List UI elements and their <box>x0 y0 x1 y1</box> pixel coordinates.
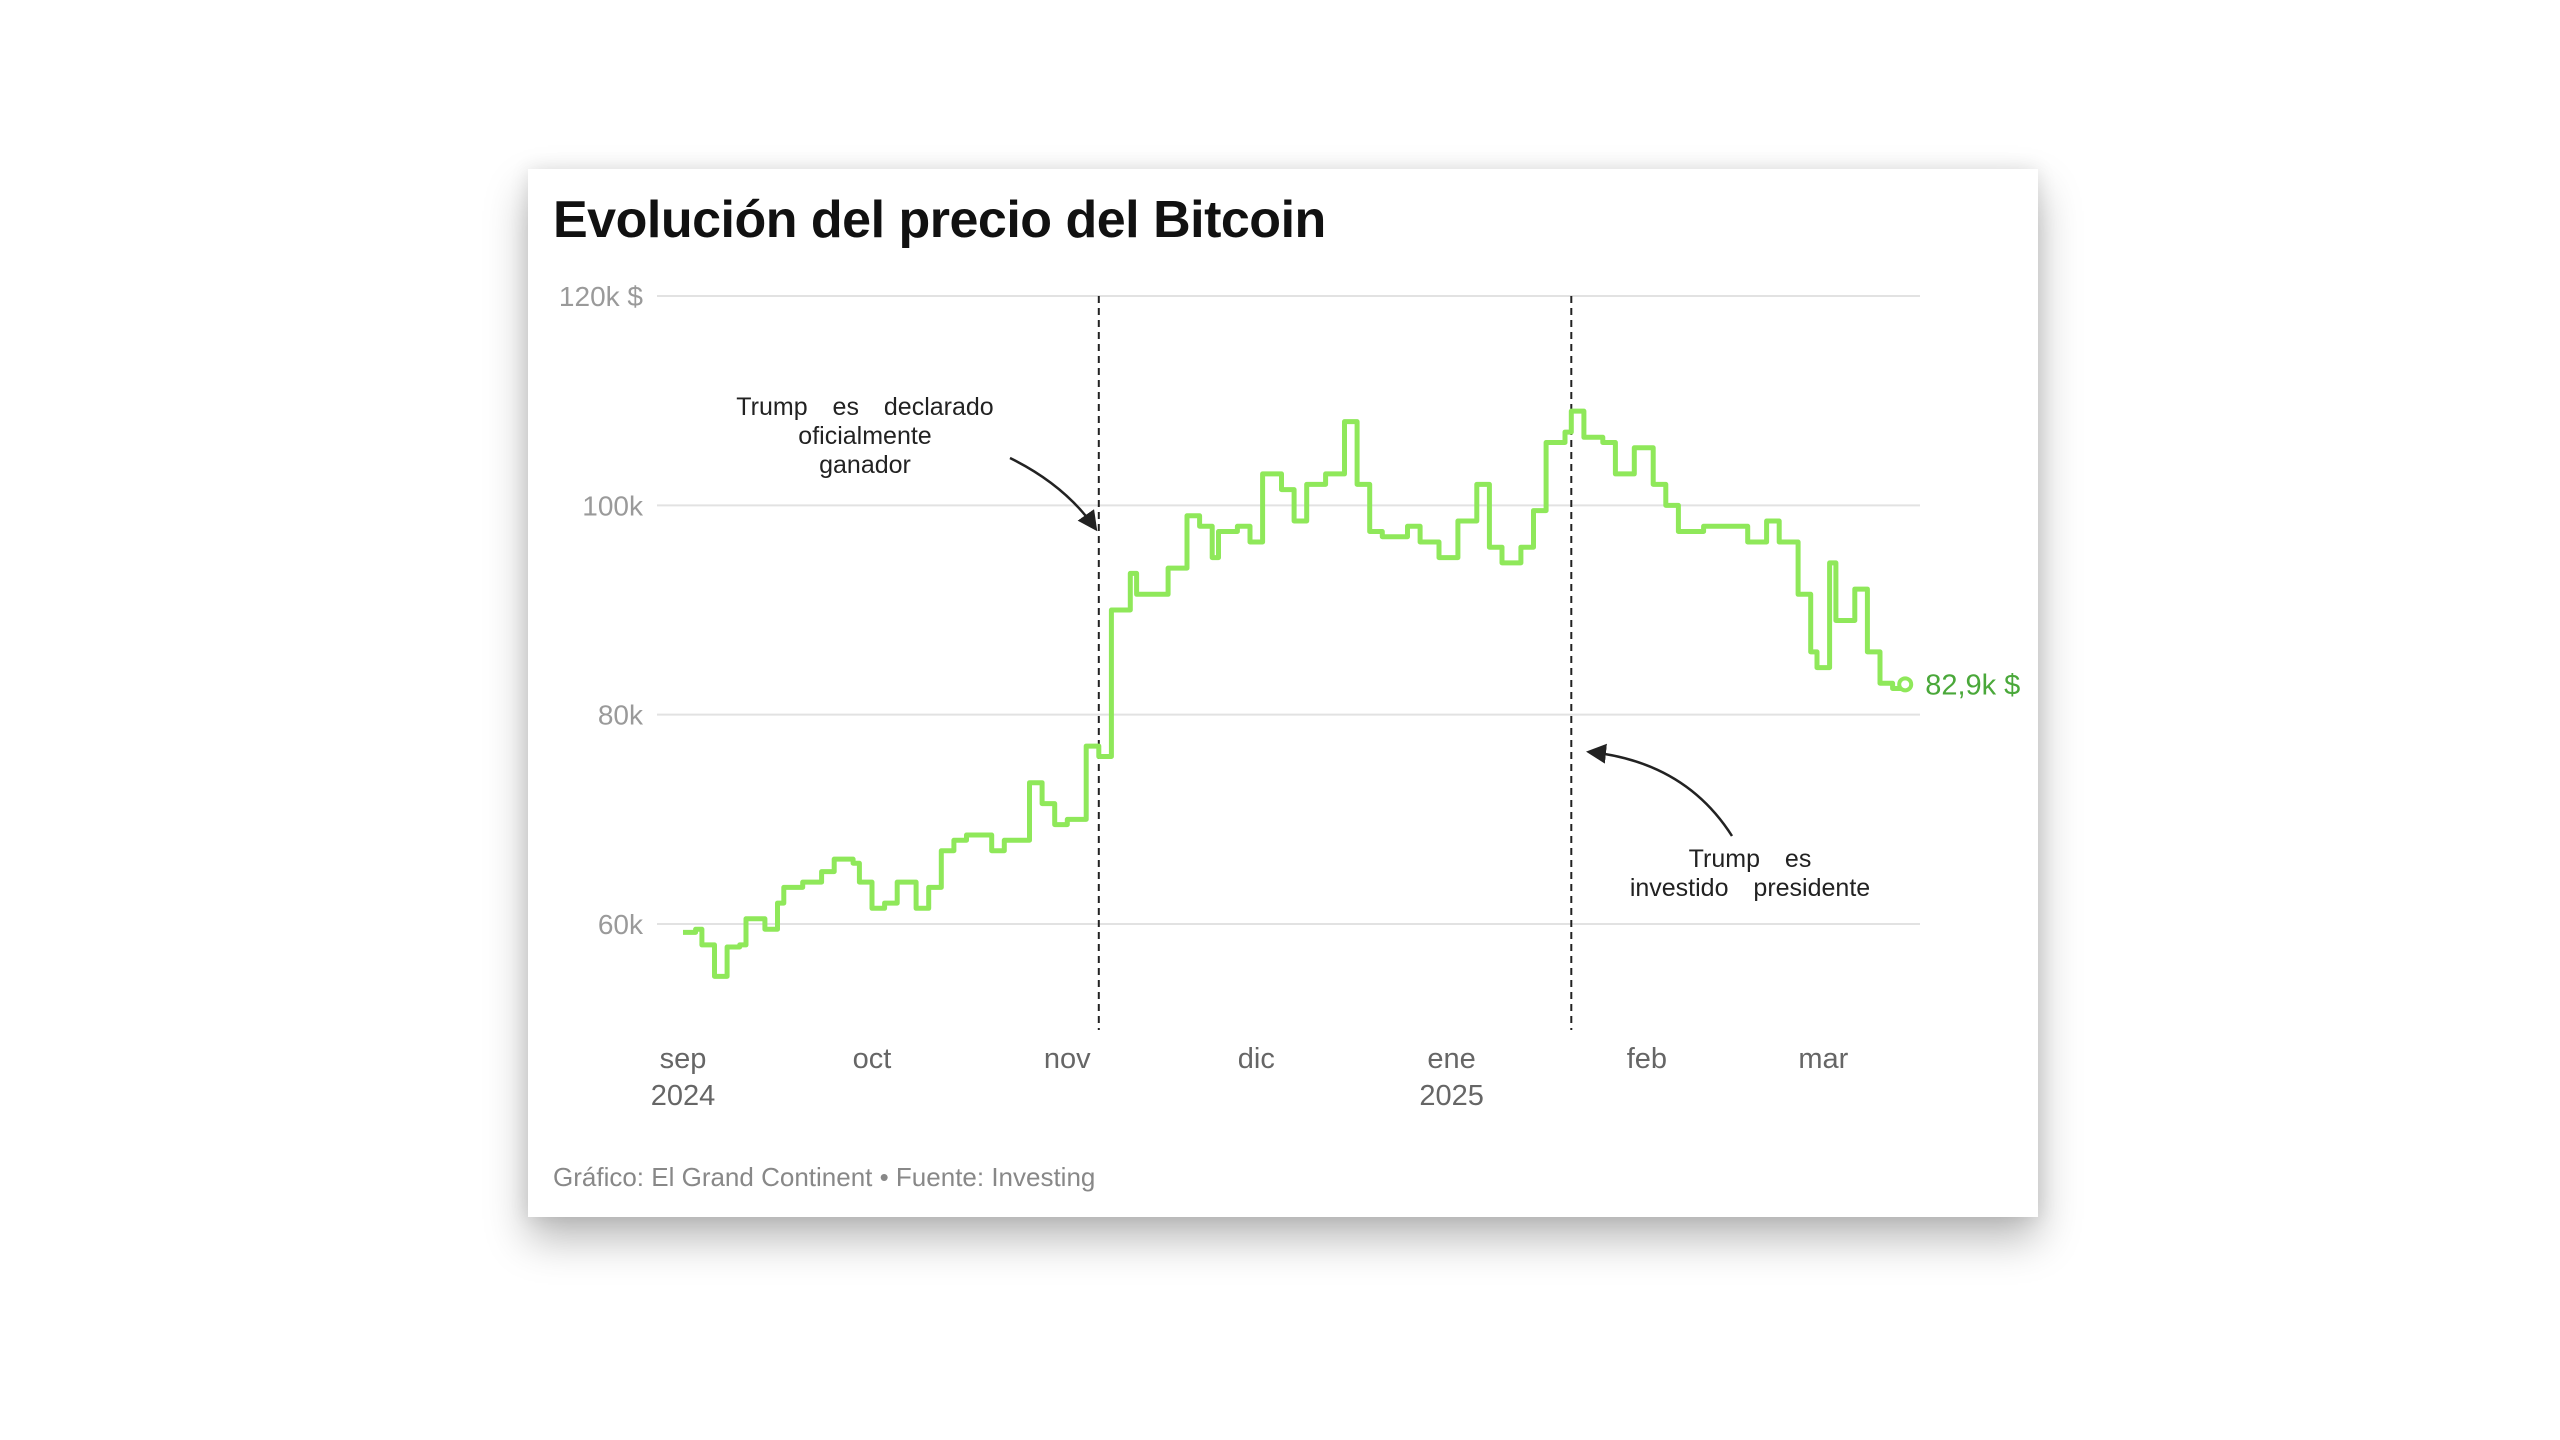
x-tick-label: feb <box>1627 1043 1667 1075</box>
x-tick-label: sep <box>660 1043 707 1075</box>
annotation-text: ganador <box>819 451 911 479</box>
x-tick-label: dic <box>1238 1043 1275 1075</box>
annotation-text: oficialmente <box>798 422 931 450</box>
annotation-arrow <box>1009 456 1098 532</box>
y-tick-label: 60k <box>598 909 644 940</box>
x-tick-year: 2025 <box>1419 1080 1484 1112</box>
end-point-marker <box>1897 676 1914 693</box>
y-tick-label: 80k <box>598 700 644 731</box>
annotation-text: Trump es <box>1689 845 1812 873</box>
y-tick-label: 120k $ <box>559 281 643 312</box>
x-tick-year: 2024 <box>651 1080 716 1112</box>
chart-source: Gráfico: El Grand Continent • Fuente: In… <box>553 1162 1096 1192</box>
annotation-arrow <box>1586 743 1734 837</box>
price-line <box>683 408 1908 979</box>
y-tick-label: 100k <box>582 490 644 521</box>
x-tick-label: mar <box>1798 1043 1848 1075</box>
annotation-text: investido presidente <box>1630 874 1870 902</box>
chart-title: Evolución del precio del Bitcoin <box>553 191 1326 249</box>
x-tick-label: ene <box>1427 1043 1475 1075</box>
chart-card <box>528 169 2038 1217</box>
annotation-text: Trump es declarado <box>736 393 993 421</box>
end-value-label: 82,9k $ <box>1925 669 2020 701</box>
x-tick-label: oct <box>853 1043 892 1075</box>
x-tick-label: nov <box>1044 1043 1091 1075</box>
